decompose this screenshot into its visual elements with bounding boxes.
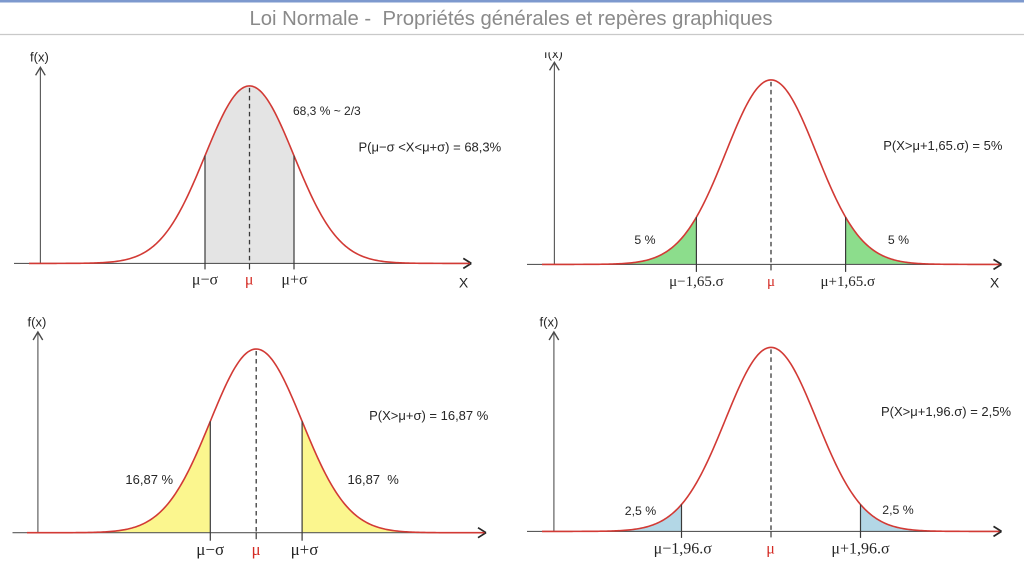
svg-text:16,87 %: 16,87 % — [125, 472, 173, 487]
svg-text:μ−1,65.σ: μ−1,65.σ — [669, 274, 724, 290]
svg-text:P(μ−σ <X<μ+σ) = 68,3%: P(μ−σ <X<μ+σ) = 68,3% — [359, 139, 502, 154]
svg-text:μ+σ: μ+σ — [281, 272, 308, 289]
svg-text:f(x): f(x) — [28, 315, 47, 330]
svg-text:f(x): f(x) — [30, 50, 49, 65]
svg-text:Loi Normale - Propriétés géné: Loi Normale - Propriétés générales et re… — [249, 8, 772, 30]
svg-text:f(x): f(x) — [540, 315, 559, 330]
svg-text:μ+1,65.σ: μ+1,65.σ — [821, 274, 876, 290]
svg-text:5 %: 5 % — [634, 233, 655, 247]
svg-text:X: X — [459, 275, 469, 291]
svg-text:μ+σ: μ+σ — [291, 540, 319, 559]
svg-text:μ+1,96.σ: μ+1,96.σ — [831, 541, 890, 558]
svg-text:2,5 %: 2,5 % — [882, 503, 914, 517]
svg-text:P(X>μ+1,96.σ) = 2,5%: P(X>μ+1,96.σ) = 2,5% — [881, 404, 1011, 419]
svg-text:X: X — [990, 275, 1000, 291]
svg-text:P(X>μ+σ) = 16,87 %: P(X>μ+σ) = 16,87 % — [369, 408, 489, 423]
svg-text:μ: μ — [245, 272, 254, 289]
svg-text:5 %: 5 % — [888, 233, 909, 247]
svg-text:P(X>μ+1,65.σ) = 5%: P(X>μ+1,65.σ) = 5% — [883, 138, 1003, 153]
svg-text:μ: μ — [766, 541, 775, 558]
svg-text:μ: μ — [251, 540, 260, 559]
svg-text:2,5 %: 2,5 % — [625, 504, 657, 518]
svg-text:μ: μ — [767, 274, 775, 290]
svg-text:68,3 % ~ 2/3: 68,3 % ~ 2/3 — [293, 104, 361, 118]
svg-text:μ−1,96.σ: μ−1,96.σ — [654, 541, 713, 558]
svg-text:16,87 %: 16,87 % — [348, 472, 400, 487]
svg-text:μ−σ: μ−σ — [196, 540, 224, 559]
svg-text:μ−σ: μ−σ — [192, 272, 219, 289]
